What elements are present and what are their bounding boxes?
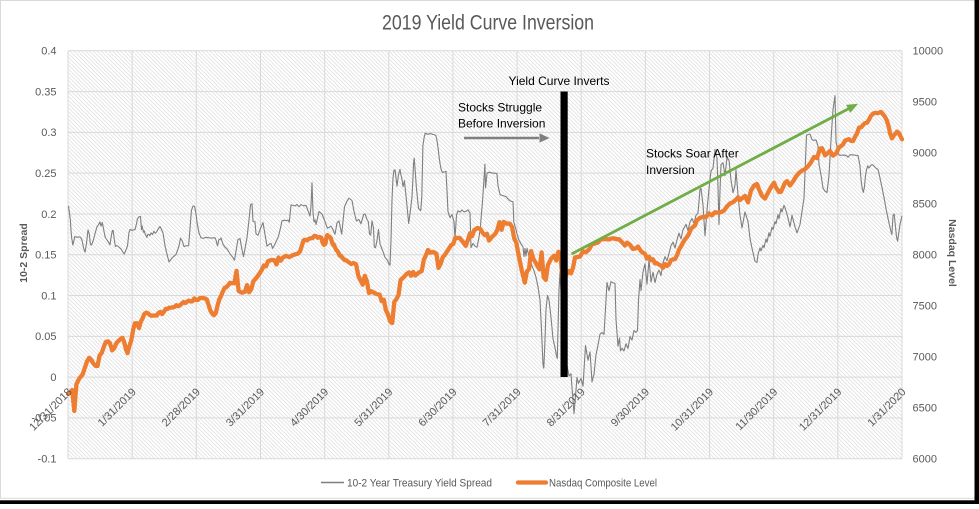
- svg-text:0.05: 0.05: [35, 331, 56, 343]
- svg-text:Inversion: Inversion: [646, 163, 695, 177]
- svg-text:0.35: 0.35: [35, 86, 56, 98]
- svg-text:0.2: 0.2: [41, 209, 56, 221]
- svg-text:Stocks Soar After: Stocks Soar After: [646, 147, 739, 161]
- svg-text:0.15: 0.15: [35, 250, 56, 262]
- svg-text:0.3: 0.3: [41, 127, 56, 139]
- svg-text:7000: 7000: [913, 352, 937, 364]
- svg-text:10-2 Year Treasury Yield Sprea: 10-2 Year Treasury Yield Spread: [347, 478, 492, 490]
- svg-text:Yield Curve Inverts: Yield Curve Inverts: [509, 74, 610, 88]
- svg-text:10-2 Spread: 10-2 Spread: [18, 223, 30, 283]
- svg-text:10000: 10000: [913, 46, 944, 58]
- svg-text:9500: 9500: [913, 97, 937, 109]
- svg-text:8500: 8500: [913, 199, 937, 211]
- svg-text:7500: 7500: [913, 301, 937, 313]
- svg-text:Nasdaq Level: Nasdaq Level: [946, 219, 958, 287]
- svg-text:Nasdaq Composite Level: Nasdaq Composite Level: [549, 478, 657, 490]
- svg-text:0: 0: [50, 372, 56, 384]
- svg-text:Stocks Struggle: Stocks Struggle: [458, 101, 542, 115]
- svg-text:-0.1: -0.1: [38, 454, 57, 466]
- svg-text:8000: 8000: [913, 250, 937, 262]
- svg-text:6500: 6500: [913, 403, 937, 415]
- svg-text:Before Inversion: Before Inversion: [458, 117, 545, 131]
- svg-text:0.1: 0.1: [41, 290, 56, 302]
- svg-text:2019 Yield Curve Inversion: 2019 Yield Curve Inversion: [382, 12, 594, 35]
- svg-text:9000: 9000: [913, 148, 937, 160]
- svg-text:0.4: 0.4: [41, 46, 56, 58]
- svg-text:0.25: 0.25: [35, 168, 56, 180]
- svg-text:6000: 6000: [913, 454, 937, 466]
